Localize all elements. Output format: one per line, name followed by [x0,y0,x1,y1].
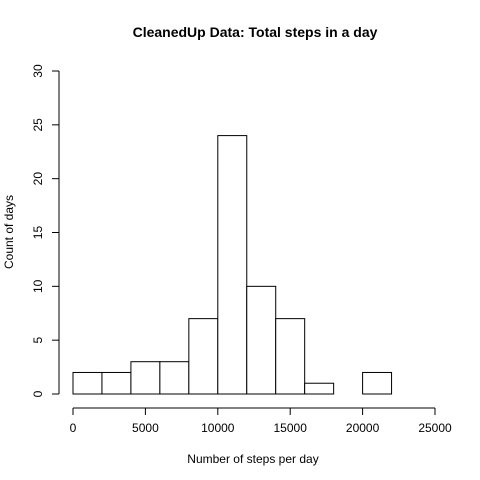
y-tick-label-5: 25 [31,118,45,132]
histogram-bar-3 [159,361,190,395]
x-tick-label-5: 25000 [418,421,452,435]
histogram-bar-6 [246,285,277,395]
x-tick-label-3: 15000 [274,421,308,435]
bars-group [72,135,393,395]
y-tick-label-4: 20 [31,172,45,186]
histogram-bar-8 [304,382,335,395]
histogram-bar-10 [362,371,393,395]
chart-title: CleanedUp Data: Total steps in a day [133,24,378,40]
x-axis-label: Number of steps per day [187,452,318,466]
y-tick-label-6: 30 [31,64,45,78]
x-axis: 0 5000 10000 15000 20000 25000 [70,407,452,435]
y-tick-label-3: 15 [31,226,45,240]
x-tick-label-2: 10000 [201,421,235,435]
histogram-bar-7 [275,318,306,395]
histogram-bar-1 [101,371,132,395]
x-tick-label-4: 20000 [346,421,380,435]
histogram-bar-4 [188,318,219,395]
histogram-bar-0 [72,371,103,395]
y-tick-label-1: 5 [31,337,45,344]
y-axis-label: Count of days [2,195,16,269]
x-tick-label-1: 5000 [132,421,159,435]
histogram-bar-2 [130,361,161,395]
x-tick-label-0: 0 [70,421,77,435]
y-tick-label-2: 10 [31,279,45,293]
y-tick-label-0: 0 [31,390,45,397]
histogram-bar-5 [217,135,248,395]
y-axis: 0 5 10 15 20 25 30 [31,64,60,397]
